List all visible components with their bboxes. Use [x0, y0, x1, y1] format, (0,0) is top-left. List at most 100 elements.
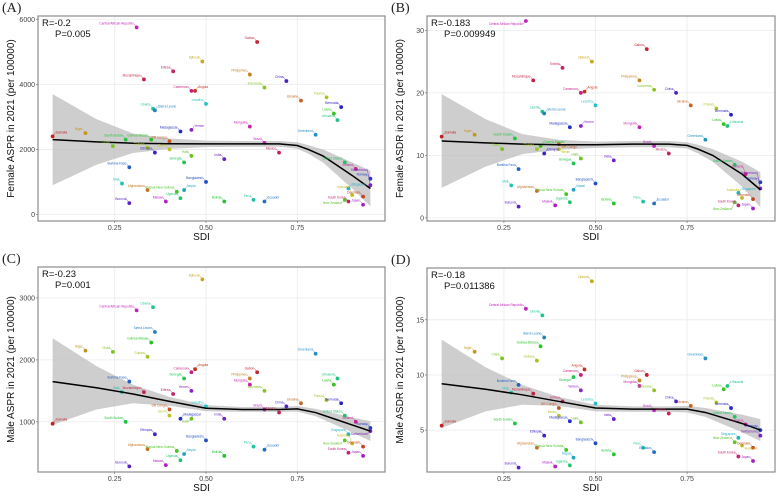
point-label: Ukraine — [287, 95, 298, 99]
data-point — [556, 406, 561, 410]
point-label: Uganda — [556, 459, 567, 463]
point-label: Sierra Leone — [547, 108, 565, 112]
point-label: Gabon — [245, 366, 255, 370]
data-point — [524, 306, 528, 311]
point-label: Uganda — [166, 454, 177, 458]
data-point — [531, 391, 536, 396]
data-point — [127, 379, 132, 384]
point-label: Djibouti — [189, 56, 200, 60]
point-label: Angola — [198, 363, 208, 367]
x-tick-label: 0.50 — [589, 476, 603, 483]
data-point — [123, 419, 128, 424]
data-point — [299, 98, 303, 103]
data-point — [732, 162, 737, 167]
data-point — [83, 348, 88, 353]
point-label: Gabon — [634, 369, 644, 373]
point-label: Guinea — [134, 142, 145, 146]
data-point — [644, 47, 649, 52]
data-point — [152, 150, 157, 155]
data-point — [50, 421, 55, 426]
data-point — [255, 370, 260, 375]
data-point — [644, 373, 649, 377]
data-point — [567, 125, 572, 130]
data-point — [174, 189, 179, 194]
data-point — [582, 89, 587, 94]
panel-c: (C) 0.25 0.50 0.75 1000 2000 3000 R=-0.23P=0.00… — [2, 252, 386, 494]
point-label: South Sudan — [493, 417, 512, 421]
data-point — [732, 440, 737, 445]
point-label: Malawi — [153, 195, 163, 199]
data-point — [182, 160, 187, 165]
trend-line — [441, 140, 761, 191]
data-point — [110, 144, 115, 149]
data-point — [189, 127, 194, 132]
data-point — [193, 367, 197, 372]
data-point — [652, 201, 657, 206]
point-label: Afghanistan — [517, 442, 534, 446]
data-point — [167, 407, 172, 412]
point-label: Lesotho — [581, 99, 593, 103]
data-point — [152, 108, 157, 113]
point-label: Liberia — [530, 106, 540, 110]
x-tick-label: 0.50 — [589, 225, 603, 232]
data-point — [284, 404, 289, 409]
data-point — [83, 131, 88, 136]
x-axis-title: SDI — [583, 232, 600, 243]
point-label: Cameroon — [563, 369, 578, 373]
x-tick-label: 0.75 — [291, 225, 305, 232]
data-point — [200, 277, 205, 282]
point-label: Latvia — [322, 108, 331, 112]
data-point — [339, 401, 344, 406]
point-label: China — [275, 400, 284, 404]
point-label: Ethiopia — [547, 148, 559, 152]
data-point — [368, 426, 373, 430]
point-label: Senegal — [169, 372, 181, 376]
point-label: Bermuda — [325, 101, 338, 105]
point-label: Niger — [464, 346, 473, 350]
y-tick-label: 0 — [420, 215, 424, 222]
data-point — [134, 308, 139, 313]
data-point — [251, 444, 256, 449]
point-label: Singapore — [721, 432, 736, 436]
data-point — [200, 59, 205, 64]
data-point — [247, 376, 252, 381]
point-label: United States — [323, 410, 343, 414]
point-label: Mozambique — [512, 388, 530, 392]
data-point — [542, 335, 547, 340]
data-point — [171, 392, 176, 396]
point-label: Mongolia — [234, 379, 247, 383]
trend-line — [52, 380, 371, 432]
point-label: Indonesia — [637, 384, 651, 388]
point-label: Bangladesh — [576, 437, 593, 441]
point-label: Singapore — [741, 187, 756, 191]
point-label: Greenland — [298, 129, 313, 133]
point-label: Iceland — [342, 163, 353, 167]
data-point — [178, 458, 183, 463]
point-label: Sierra Leone — [523, 331, 541, 335]
data-point — [725, 384, 730, 388]
point-label: Bermuda — [715, 109, 728, 113]
x-tick-label: 0.25 — [108, 225, 122, 232]
trend-line — [441, 383, 761, 431]
point-label: Poland — [703, 397, 713, 401]
point-label: Nepal — [562, 452, 571, 456]
point-label: Mexico — [266, 407, 276, 411]
data-point — [674, 399, 678, 404]
point-label: Australia — [727, 188, 740, 192]
point-label: Mali — [502, 179, 508, 183]
point-label: Eritrea — [550, 62, 560, 66]
data-point — [189, 388, 194, 393]
panel-label: (A) — [2, 1, 22, 16]
point-label: Haiti — [182, 420, 189, 424]
point-label: Madagascar — [549, 121, 567, 125]
data-point — [342, 160, 347, 165]
point-label: Mali — [113, 178, 119, 182]
data-point — [582, 367, 587, 372]
panel-label: (B) — [391, 1, 410, 16]
point-label: Denmark — [737, 442, 750, 446]
point-label: United States — [323, 156, 343, 160]
data-point — [567, 200, 572, 205]
point-label: Peru — [633, 442, 640, 446]
data-point — [736, 190, 741, 195]
confidence-band — [441, 339, 761, 442]
